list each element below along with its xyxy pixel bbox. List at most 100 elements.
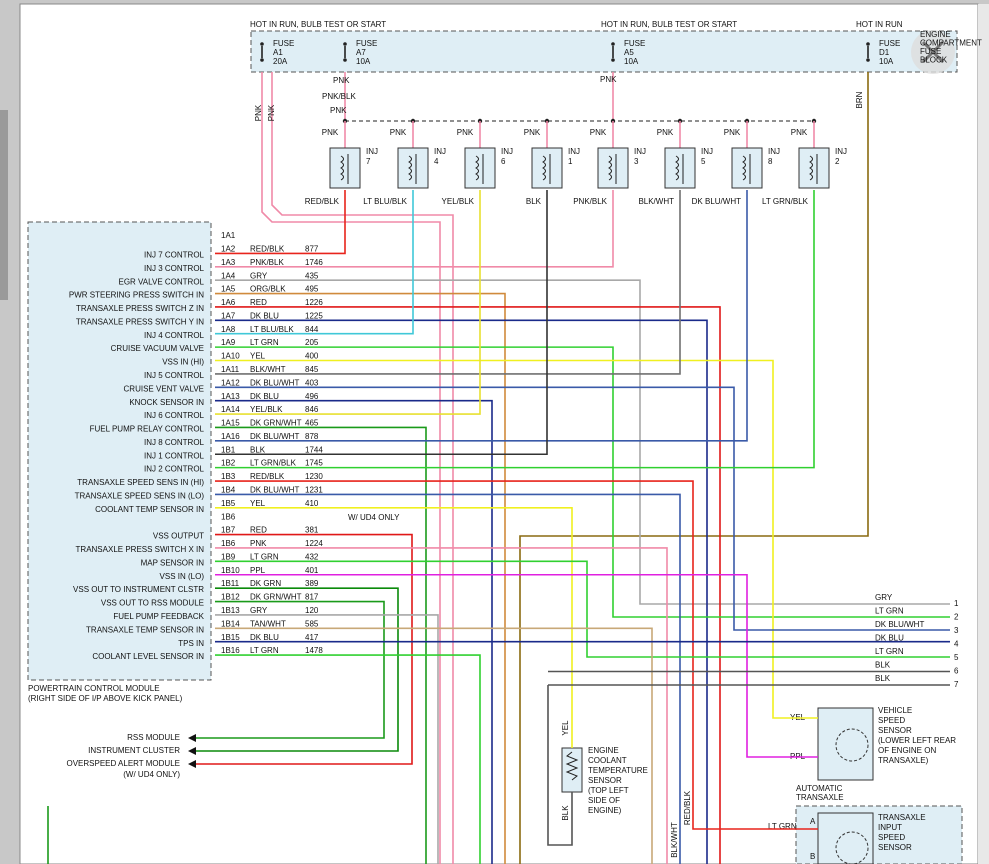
circuit-number: 817 (305, 593, 319, 602)
injector (397, 147, 429, 189)
wire (215, 190, 681, 375)
injector-wire-label: BLK/WHT (638, 197, 674, 206)
pin-name: TRANSAXLE PRESS SWITCH Y IN (76, 317, 204, 326)
pin-name: KNOCK SENSOR IN (129, 398, 204, 407)
wire (215, 319, 708, 864)
pin-id: 1A13 (221, 392, 240, 401)
fuse-header: HOT IN RUN, BULB TEST OR START (601, 20, 737, 29)
circuit-number: 495 (305, 285, 319, 294)
vss-label: TRANSAXLE) (878, 756, 929, 765)
circuit-number: 1224 (305, 539, 323, 548)
wire (215, 480, 818, 830)
pin-id: 1B2 (221, 459, 236, 468)
ect-label: COOLANT (588, 756, 627, 765)
injector-coil (475, 154, 484, 184)
injector-coil (340, 154, 349, 184)
wire-label: W/ UD4 ONLY (348, 513, 400, 522)
fuse-amps: 10A (356, 57, 371, 66)
circuit-number: 1744 (305, 445, 323, 454)
pin-id: 1A6 (221, 298, 236, 307)
injector (329, 147, 361, 189)
fuse-terminal (260, 58, 264, 62)
pin-name: TRANSAXLE SPEED SENS IN (LO) (75, 492, 205, 501)
connector-pin: 4 (954, 640, 959, 649)
wire-color-label: BLK/WHT (250, 365, 286, 374)
wire (215, 190, 748, 442)
injector-feed-label: PNK (390, 128, 407, 137)
wire-color-label: DK GRN/WHT (250, 419, 302, 428)
pin-name: FUEL PUMP FEEDBACK (113, 612, 204, 621)
wire-color-label: DK BLU (250, 311, 279, 320)
pin-id: 1B1 (221, 445, 236, 454)
circuit-number: 1225 (305, 311, 323, 320)
wire-color-label: DK BLU/WHT (250, 378, 299, 387)
pin-id: 1A14 (221, 405, 240, 414)
injector-label: INJ (434, 147, 446, 156)
circuit-number: 417 (305, 633, 319, 642)
wire (215, 292, 506, 864)
right-scrollbar (978, 4, 989, 864)
fuse-id: A5 (624, 48, 634, 57)
fuse-terminal (343, 42, 347, 46)
pin-name: TPS IN (178, 639, 204, 648)
fuse-header: HOT IN RUN (856, 20, 903, 29)
fuse-terminal (611, 58, 615, 62)
wire (215, 386, 950, 631)
circuit-number: 400 (305, 352, 319, 361)
fuse-amps: 10A (624, 57, 639, 66)
tiss-sensor (817, 812, 874, 864)
wire-label: PNK (254, 104, 263, 121)
pin-name: TRANSAXLE SPEED SENS IN (HI) (77, 478, 204, 487)
wire (215, 627, 653, 864)
ect-label: (TOP LEFT (588, 786, 629, 795)
circuit-number: 1231 (305, 486, 323, 495)
wire-label: YEL (561, 720, 570, 736)
circuit-number: 878 (305, 432, 319, 441)
wire-color-label: PNK (250, 539, 267, 548)
tiss-label: INPUT (878, 823, 902, 832)
wire (195, 533, 413, 765)
pin-id: 1B12 (221, 593, 240, 602)
tiss-label: SPEED (878, 833, 905, 842)
pin-id: 1B7 (221, 526, 236, 535)
injector-coil (675, 154, 684, 184)
wire-label: BRN (855, 91, 864, 108)
wire-color-label: DK BLU/WHT (250, 486, 299, 495)
thermistor (565, 751, 579, 781)
injector-label: INJ (501, 147, 513, 156)
wire-color-label: LT BLU/BLK (250, 325, 294, 334)
circuit-number: 844 (305, 325, 319, 334)
injector-number: 1 (568, 157, 573, 166)
wire (215, 506, 573, 748)
injector-wire-label: YEL/BLK (442, 197, 475, 206)
wire (195, 587, 399, 752)
close-x[interactable] (921, 40, 945, 64)
pin-name: INJ 8 CONTROL (144, 438, 205, 447)
module-label: (W/ UD4 ONLY) (123, 770, 180, 779)
injector-number: 6 (501, 157, 506, 166)
injector-feed-label: PNK (657, 128, 674, 137)
pin-name: INJ 2 CONTROL (144, 465, 205, 474)
circuit-number: 585 (305, 619, 319, 628)
injector-label: INJ (568, 147, 580, 156)
fuse-terminal (866, 58, 870, 62)
wire-color-label: YEL/BLK (250, 405, 283, 414)
pin-name: VSS OUT TO INSTRUMENT CLSTR (73, 585, 204, 594)
ect-label: SENSOR (588, 776, 622, 785)
wire-color-label: LT GRN (250, 338, 279, 347)
vss-label: OF ENGINE ON (878, 746, 936, 755)
pin-id: 1B9 (221, 552, 236, 561)
connector-pin: 5 (954, 653, 959, 662)
wire-color-label: LT GRN/BLK (250, 459, 297, 468)
pin-id: 1B6 (221, 539, 236, 548)
fuse-label: FUSE (356, 39, 377, 48)
connector-pin: 7 (954, 680, 959, 689)
ect-label: ENGINE (588, 746, 619, 755)
injector-wire-label: PNK/BLK (573, 197, 607, 206)
wire (519, 72, 869, 864)
wire-color-label: YEL (250, 352, 266, 361)
tiss-label: SENSOR (878, 843, 912, 852)
wire (215, 190, 614, 268)
wire (215, 654, 481, 864)
